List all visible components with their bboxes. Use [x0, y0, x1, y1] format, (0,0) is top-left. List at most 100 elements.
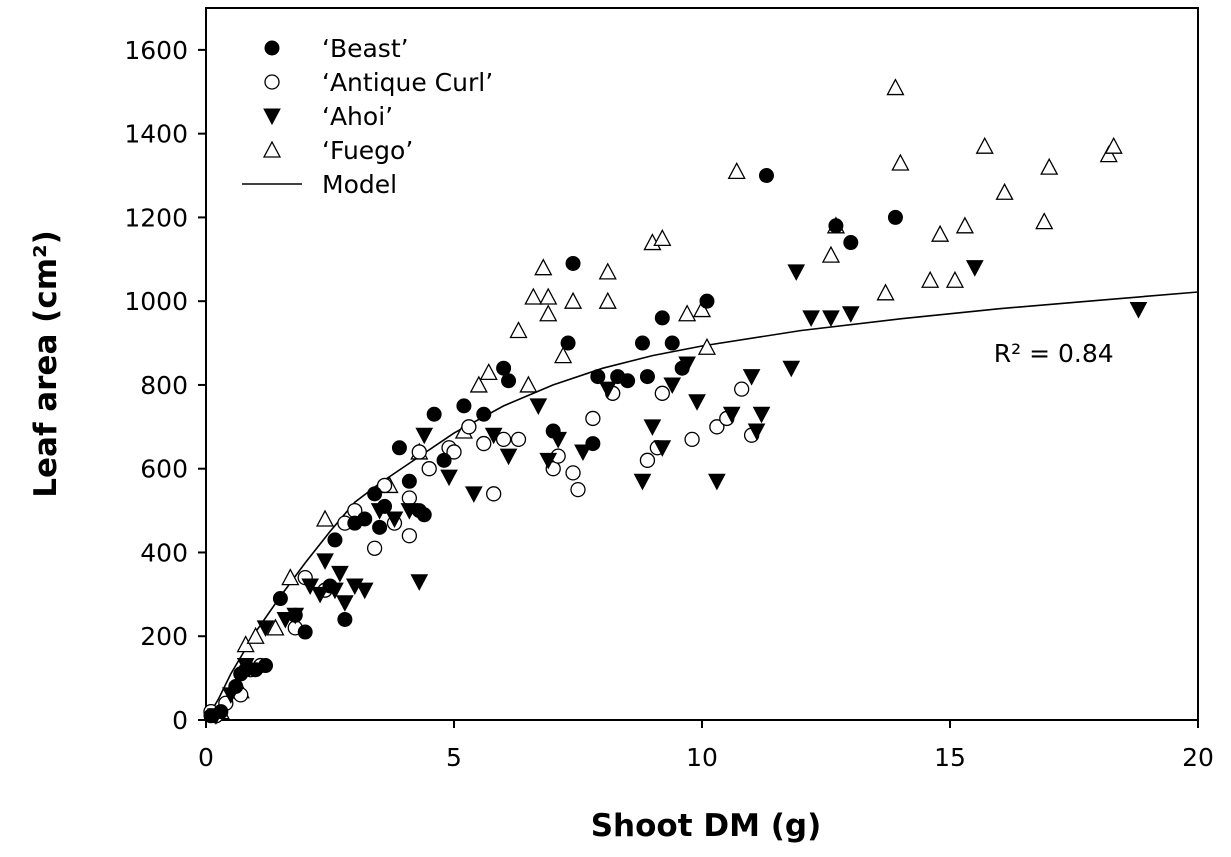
legend-label: ‘Fuego’	[322, 136, 413, 165]
data-point	[708, 473, 726, 491]
data-point	[688, 394, 706, 411]
data-point	[401, 528, 418, 544]
y-tick-label: 1000	[124, 287, 188, 316]
data-point	[315, 509, 335, 527]
data-point	[674, 360, 690, 376]
data-point	[697, 337, 717, 355]
data-point	[534, 258, 553, 276]
data-point	[975, 136, 994, 154]
data-point	[598, 381, 617, 399]
data-point	[372, 519, 388, 535]
data-point	[822, 310, 840, 327]
data-point	[539, 452, 558, 470]
data-point	[266, 618, 285, 636]
data-point	[709, 419, 725, 435]
data-point	[465, 486, 483, 503]
legend-marker	[263, 108, 281, 126]
y-axis: 0 200 400 600 800 1000 1200 1400 1600	[124, 36, 206, 735]
data-point	[426, 406, 442, 422]
data-point	[554, 346, 573, 364]
legend-label: ‘Beast’	[322, 34, 409, 63]
y-tick-label: 200	[140, 622, 188, 651]
data-point	[391, 440, 407, 456]
data-point	[446, 444, 462, 460]
legend-marker	[264, 40, 280, 56]
data-point	[684, 431, 700, 448]
data-point	[787, 264, 806, 281]
data-point	[256, 620, 275, 637]
data-point	[213, 704, 229, 720]
data-point	[385, 511, 404, 529]
data-point	[311, 586, 329, 604]
data-point	[758, 168, 774, 184]
data-point	[509, 321, 528, 339]
data-point	[620, 373, 636, 389]
x-tick-label: 15	[934, 743, 966, 772]
y-tick-label: 800	[140, 371, 188, 400]
data-point	[366, 540, 383, 556]
x-tick-label: 10	[686, 743, 718, 772]
data-point	[331, 565, 349, 583]
data-point	[281, 568, 300, 586]
x-axis: 0 5 10 15 20	[198, 720, 1214, 772]
data-point	[539, 287, 558, 305]
data-point	[921, 270, 940, 288]
data-point	[411, 444, 427, 460]
data-point	[802, 310, 820, 327]
data-point	[401, 490, 418, 506]
data-point	[337, 611, 353, 627]
data-point	[945, 270, 965, 288]
data-point	[841, 306, 860, 323]
data-point	[727, 161, 746, 179]
data-point	[634, 335, 650, 351]
data-point	[479, 362, 498, 381]
data-point	[654, 310, 670, 326]
data-point	[643, 419, 662, 436]
data-point	[297, 624, 313, 640]
data-point	[495, 431, 512, 448]
data-point	[496, 360, 512, 376]
data-point	[639, 369, 655, 385]
data-point	[436, 452, 452, 468]
data-point	[574, 444, 592, 462]
data-point	[664, 335, 680, 351]
data-point	[734, 381, 750, 397]
model-curve	[205, 291, 1199, 721]
data-point	[461, 419, 477, 435]
data-point	[654, 385, 670, 401]
data-point	[1104, 136, 1123, 154]
data-point	[440, 469, 458, 487]
legend: ‘Beast’ ‘Antique Curl’ ‘Ahoi’ ‘Fuego’ Model	[242, 34, 493, 199]
data-point	[236, 635, 255, 653]
data-point	[560, 335, 576, 351]
data-point	[484, 427, 503, 445]
data-point	[955, 216, 974, 234]
data-point	[367, 486, 383, 502]
data-point	[1099, 145, 1118, 163]
data-point	[456, 398, 472, 414]
data-point	[692, 300, 712, 318]
data-point	[510, 431, 527, 448]
data-point	[653, 228, 672, 247]
data-point	[995, 182, 1014, 200]
data-point	[228, 678, 244, 694]
x-tick-label: 0	[198, 743, 214, 772]
data-point	[965, 260, 984, 277]
data-point	[930, 224, 950, 242]
y-axis-title: Leaf area (cm²)	[28, 230, 64, 498]
x-axis-title: Shoot DM (g)	[591, 808, 822, 844]
data-point	[519, 375, 538, 393]
r-squared-annotation: R² = 0.84	[994, 339, 1114, 368]
data-point	[678, 304, 697, 322]
data-point	[529, 398, 548, 415]
data-point	[747, 423, 766, 441]
data-point	[301, 578, 319, 596]
data-point	[357, 511, 373, 527]
data-point	[376, 477, 393, 494]
data-point	[887, 209, 903, 225]
data-point	[499, 448, 518, 466]
data-point	[563, 291, 583, 309]
x-tick-label: 5	[446, 743, 462, 772]
data-point	[272, 591, 288, 607]
